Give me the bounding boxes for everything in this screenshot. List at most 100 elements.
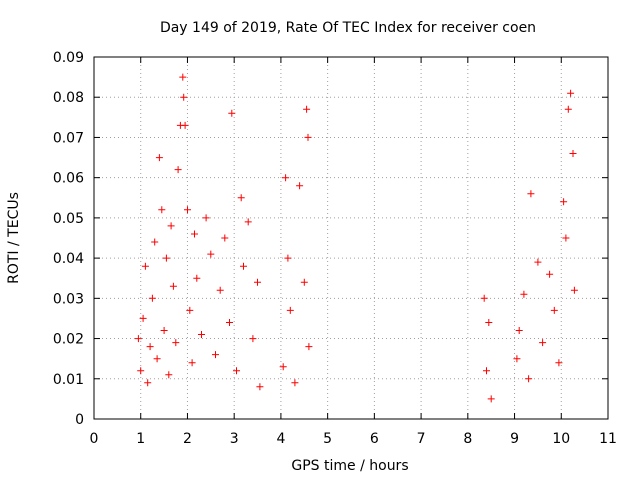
data-point	[527, 190, 535, 198]
data-point	[233, 367, 240, 375]
plot-frame	[93, 56, 609, 420]
data-point	[244, 218, 252, 226]
data-point	[188, 359, 196, 367]
data-point	[254, 278, 261, 286]
data-point	[180, 93, 188, 101]
x-tick-label: 3	[230, 431, 239, 447]
y-tick-label: 0.03	[53, 291, 84, 307]
data-point	[174, 166, 182, 174]
x-tick-label: 10	[552, 431, 570, 447]
data-point	[300, 278, 308, 286]
data-point	[240, 262, 247, 270]
data-point	[284, 254, 292, 262]
data-point	[569, 150, 577, 157]
data-point	[198, 331, 205, 338]
data-point	[169, 282, 177, 290]
data-point	[560, 198, 568, 206]
data-point	[539, 339, 547, 347]
data-point	[160, 327, 168, 334]
data-point	[279, 363, 287, 371]
data-point	[226, 319, 233, 326]
axis-ticks: 0 1 2 3 4 5 6 7 8 9 10 11 0 0.01 0.02 0.03 0.04 0.05 0.06 0…	[53, 50, 617, 447]
data-point	[286, 306, 294, 314]
x-tick-label: 9	[510, 431, 519, 447]
x-tick-label: 7	[417, 431, 426, 447]
x-tick-label: 11	[599, 431, 617, 447]
x-tick-label: 0	[90, 431, 99, 447]
data-point	[487, 395, 495, 403]
data-point	[165, 371, 173, 379]
y-tick-label: 0.04	[53, 251, 84, 267]
y-tick-label: 0.01	[53, 372, 84, 388]
data-point	[513, 355, 521, 363]
data-point	[193, 274, 201, 282]
data-points	[134, 73, 578, 403]
data-point	[186, 306, 194, 314]
data-point	[144, 379, 152, 387]
y-tick-label: 0.05	[53, 211, 84, 227]
y-tick-label: 0.08	[53, 90, 84, 106]
data-point	[179, 73, 187, 81]
data-point	[172, 339, 180, 347]
data-point	[216, 286, 224, 294]
x-tick-label: 8	[463, 431, 472, 447]
data-point	[184, 206, 191, 214]
y-tick-label: 0.06	[53, 171, 84, 187]
data-point	[525, 375, 533, 383]
data-point	[221, 234, 229, 242]
data-point	[483, 367, 490, 375]
y-axis-label: ROTI / TECUs	[6, 192, 22, 284]
x-tick-label: 4	[276, 431, 285, 447]
data-point	[305, 343, 313, 351]
data-point	[151, 238, 159, 246]
data-point	[153, 355, 161, 363]
data-point	[155, 154, 163, 162]
data-point	[228, 109, 236, 117]
data-point	[480, 294, 488, 302]
y-tick-label: 0	[75, 412, 84, 428]
data-point	[158, 206, 166, 214]
data-point	[207, 250, 215, 258]
data-point	[282, 174, 290, 182]
chart-title: Day 149 of 2019, Rate Of TEC Index for r…	[160, 20, 536, 36]
data-point	[567, 89, 575, 97]
x-tick-label: 5	[323, 431, 332, 447]
data-point	[550, 306, 558, 314]
x-tick-label: 2	[183, 431, 192, 447]
data-point	[256, 383, 264, 391]
data-point	[191, 230, 198, 238]
data-point	[555, 359, 563, 367]
data-point	[212, 351, 219, 359]
data-point	[564, 105, 572, 113]
data-point	[562, 234, 570, 242]
y-tick-label: 0.09	[53, 50, 84, 66]
data-point	[139, 314, 147, 322]
data-point	[304, 133, 312, 141]
data-point	[137, 367, 145, 375]
data-point	[202, 214, 210, 222]
data-point	[181, 121, 189, 129]
x-axis-label: GPS time / hours	[291, 458, 408, 474]
data-point	[546, 270, 554, 278]
data-point	[141, 262, 149, 270]
data-point	[296, 182, 304, 190]
y-tick-label: 0.07	[53, 130, 84, 146]
grid-lines	[94, 57, 608, 419]
data-point	[303, 105, 311, 113]
data-point	[520, 290, 528, 298]
x-tick-label: 6	[370, 431, 379, 447]
data-point	[570, 286, 578, 294]
data-point	[485, 319, 493, 326]
data-point	[534, 258, 542, 266]
data-point	[167, 222, 175, 230]
y-tick-label: 0.02	[53, 332, 84, 348]
data-point	[148, 294, 156, 302]
data-point	[134, 335, 142, 343]
data-point	[146, 343, 154, 351]
data-point	[162, 254, 170, 262]
data-point	[249, 335, 257, 343]
x-tick-label: 1	[136, 431, 145, 447]
data-point	[515, 327, 523, 334]
data-point	[237, 194, 245, 202]
